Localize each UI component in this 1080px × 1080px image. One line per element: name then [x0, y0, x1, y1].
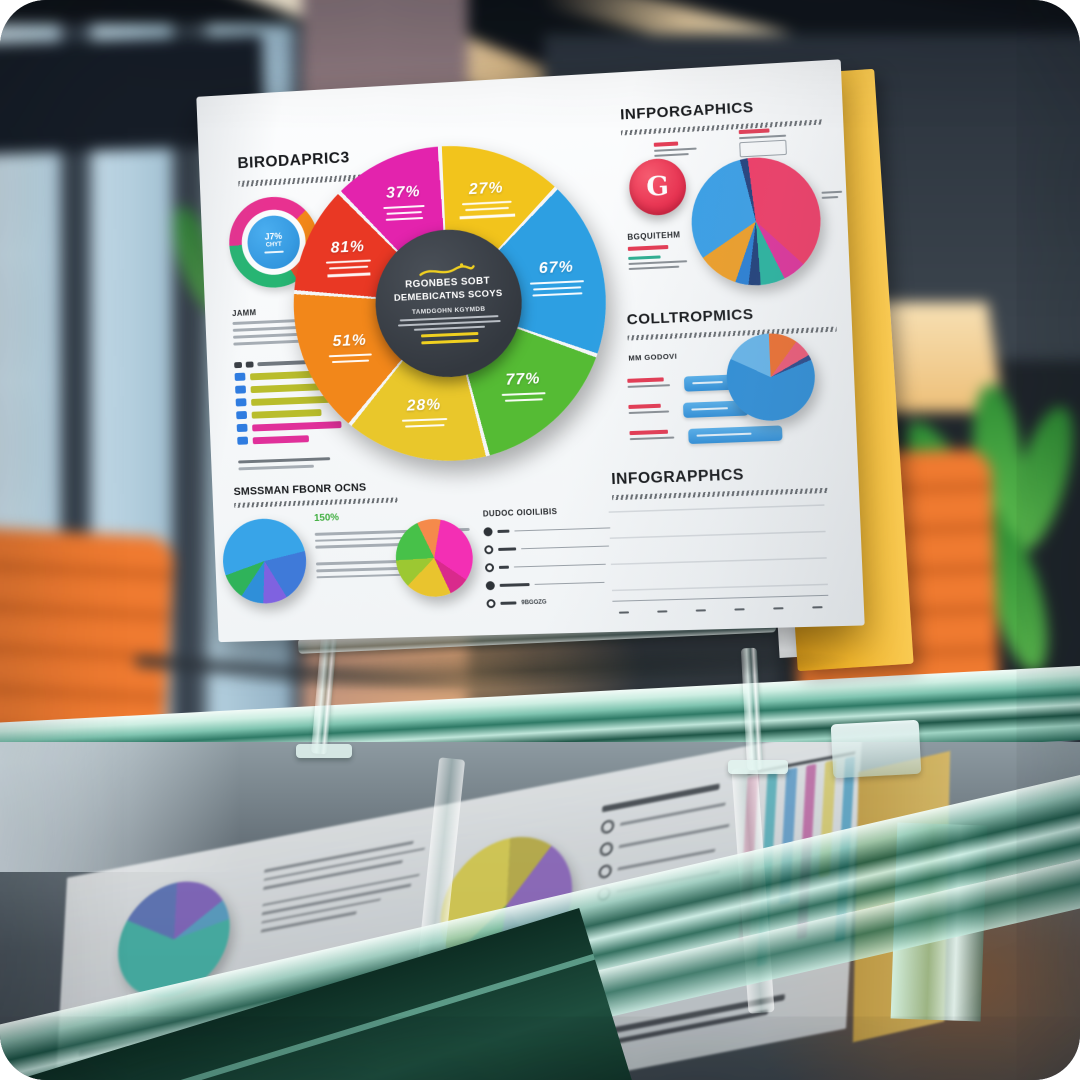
- legend-chip-icon: [235, 385, 247, 394]
- segment-label: 81%: [325, 238, 371, 277]
- right-section2-scribble: [627, 326, 837, 341]
- acrylic-block: [830, 719, 922, 779]
- bullet-icon: [484, 563, 495, 573]
- pie-annotation: [821, 188, 844, 199]
- badge-caption: BGQUITEHM: [627, 230, 681, 242]
- checklist-item: [485, 577, 618, 591]
- right-section3-title: INFOGRAPPHCS: [610, 466, 745, 489]
- donut-center: RGONBES SOBT DEMEBICATNS SCOYS TAMDGOHN …: [372, 226, 525, 380]
- chart-ticks: [618, 605, 823, 614]
- mini-donut-hole: J7% CHYT: [240, 208, 307, 277]
- mini-donut-value: J7%: [264, 231, 283, 242]
- button-row: [629, 424, 823, 446]
- legend-row: [236, 419, 363, 433]
- checklist-title: DUDOC OIOILIBIS: [482, 507, 558, 519]
- legend-chip-icon: [236, 423, 248, 433]
- growth-label: 150%: [313, 512, 340, 524]
- bullet-icon: [486, 599, 496, 609]
- legend-bar: [252, 420, 342, 431]
- segment-label: 67%: [529, 258, 584, 297]
- center-scribble-icon: [418, 262, 476, 279]
- legend-chip-icon: [234, 372, 246, 381]
- right-section1-scribble: [620, 119, 823, 136]
- circle-badge: G: [628, 157, 688, 217]
- right-section2-title: COLLTROPMICS: [626, 305, 754, 329]
- checklist-note: 9BGOZG: [521, 599, 547, 606]
- top-right-pie-chart: [689, 154, 824, 289]
- row-label: [629, 429, 675, 441]
- reflected-text-block: [260, 831, 434, 933]
- legend-bar: [251, 408, 322, 419]
- center-underline: [421, 331, 479, 338]
- bottom-left-subtitle-scribble: [234, 497, 398, 508]
- easel-foot: [296, 744, 352, 758]
- table-highlight: [0, 742, 240, 872]
- segment-label: 37%: [382, 183, 425, 221]
- blue-pie-chart: [221, 517, 308, 605]
- donut-subtitle: TAMDGOHN KGYMDB: [411, 305, 486, 316]
- right-section3-scribble: [611, 487, 829, 501]
- main-donut-chart: 27% 67% 77% 28% 51% 81%: [287, 137, 613, 467]
- right-section2-label: MM GODOVI: [628, 351, 678, 363]
- legend-row: [237, 432, 363, 445]
- row-label: [628, 403, 670, 415]
- segment-label: 77%: [501, 370, 546, 402]
- checklist-item: [484, 541, 616, 555]
- left-section-title: BIRODAPRIC3: [237, 149, 351, 173]
- mini-donut-caption: CHYT: [265, 241, 282, 249]
- badge-caption-block: BGQUITEHM: [627, 230, 689, 270]
- bullet-icon: [483, 527, 493, 537]
- blue-bar: [688, 425, 783, 445]
- segment-label: 51%: [328, 332, 372, 364]
- bar-chart: [608, 502, 829, 616]
- right-section1-title: INFPORGAPHICS: [619, 98, 754, 124]
- chart-bars: [613, 502, 825, 602]
- donut-title-2: DEMEBICATNS SCOYS: [393, 287, 503, 304]
- pie-annotation: [653, 140, 699, 157]
- bottom-left-section-title: SMSSMAN FBONR OCNS: [233, 481, 367, 499]
- row-label: [627, 377, 671, 388]
- legend-chip-icon: [237, 436, 249, 445]
- badge-letter: G: [645, 171, 670, 203]
- segment-label: 27%: [458, 179, 516, 219]
- easel-foot: [728, 760, 788, 774]
- infographic-poster: BIRODAPRIC3 J7% CHYT JAMM: [196, 59, 865, 643]
- legend-bar: [252, 434, 310, 444]
- checklist-item: [483, 523, 615, 537]
- left-small-notes: [238, 453, 345, 471]
- legend-chip-icon: [236, 410, 248, 420]
- center-underline: [421, 338, 479, 345]
- pie-annotation: [738, 127, 789, 158]
- mini-donut-core: J7% CHYT: [246, 214, 301, 271]
- checklist-item: [484, 559, 617, 573]
- checklist-item: 9BGOZG: [486, 596, 618, 609]
- segment-label: 28%: [401, 396, 448, 428]
- bullet-icon: [485, 581, 495, 591]
- legend-chip-icon: [235, 398, 247, 407]
- checklist: DUDOC OIOILIBIS 9BGOZG: [482, 505, 619, 609]
- bullet-icon: [484, 545, 494, 555]
- mini-donut-line: [264, 250, 284, 254]
